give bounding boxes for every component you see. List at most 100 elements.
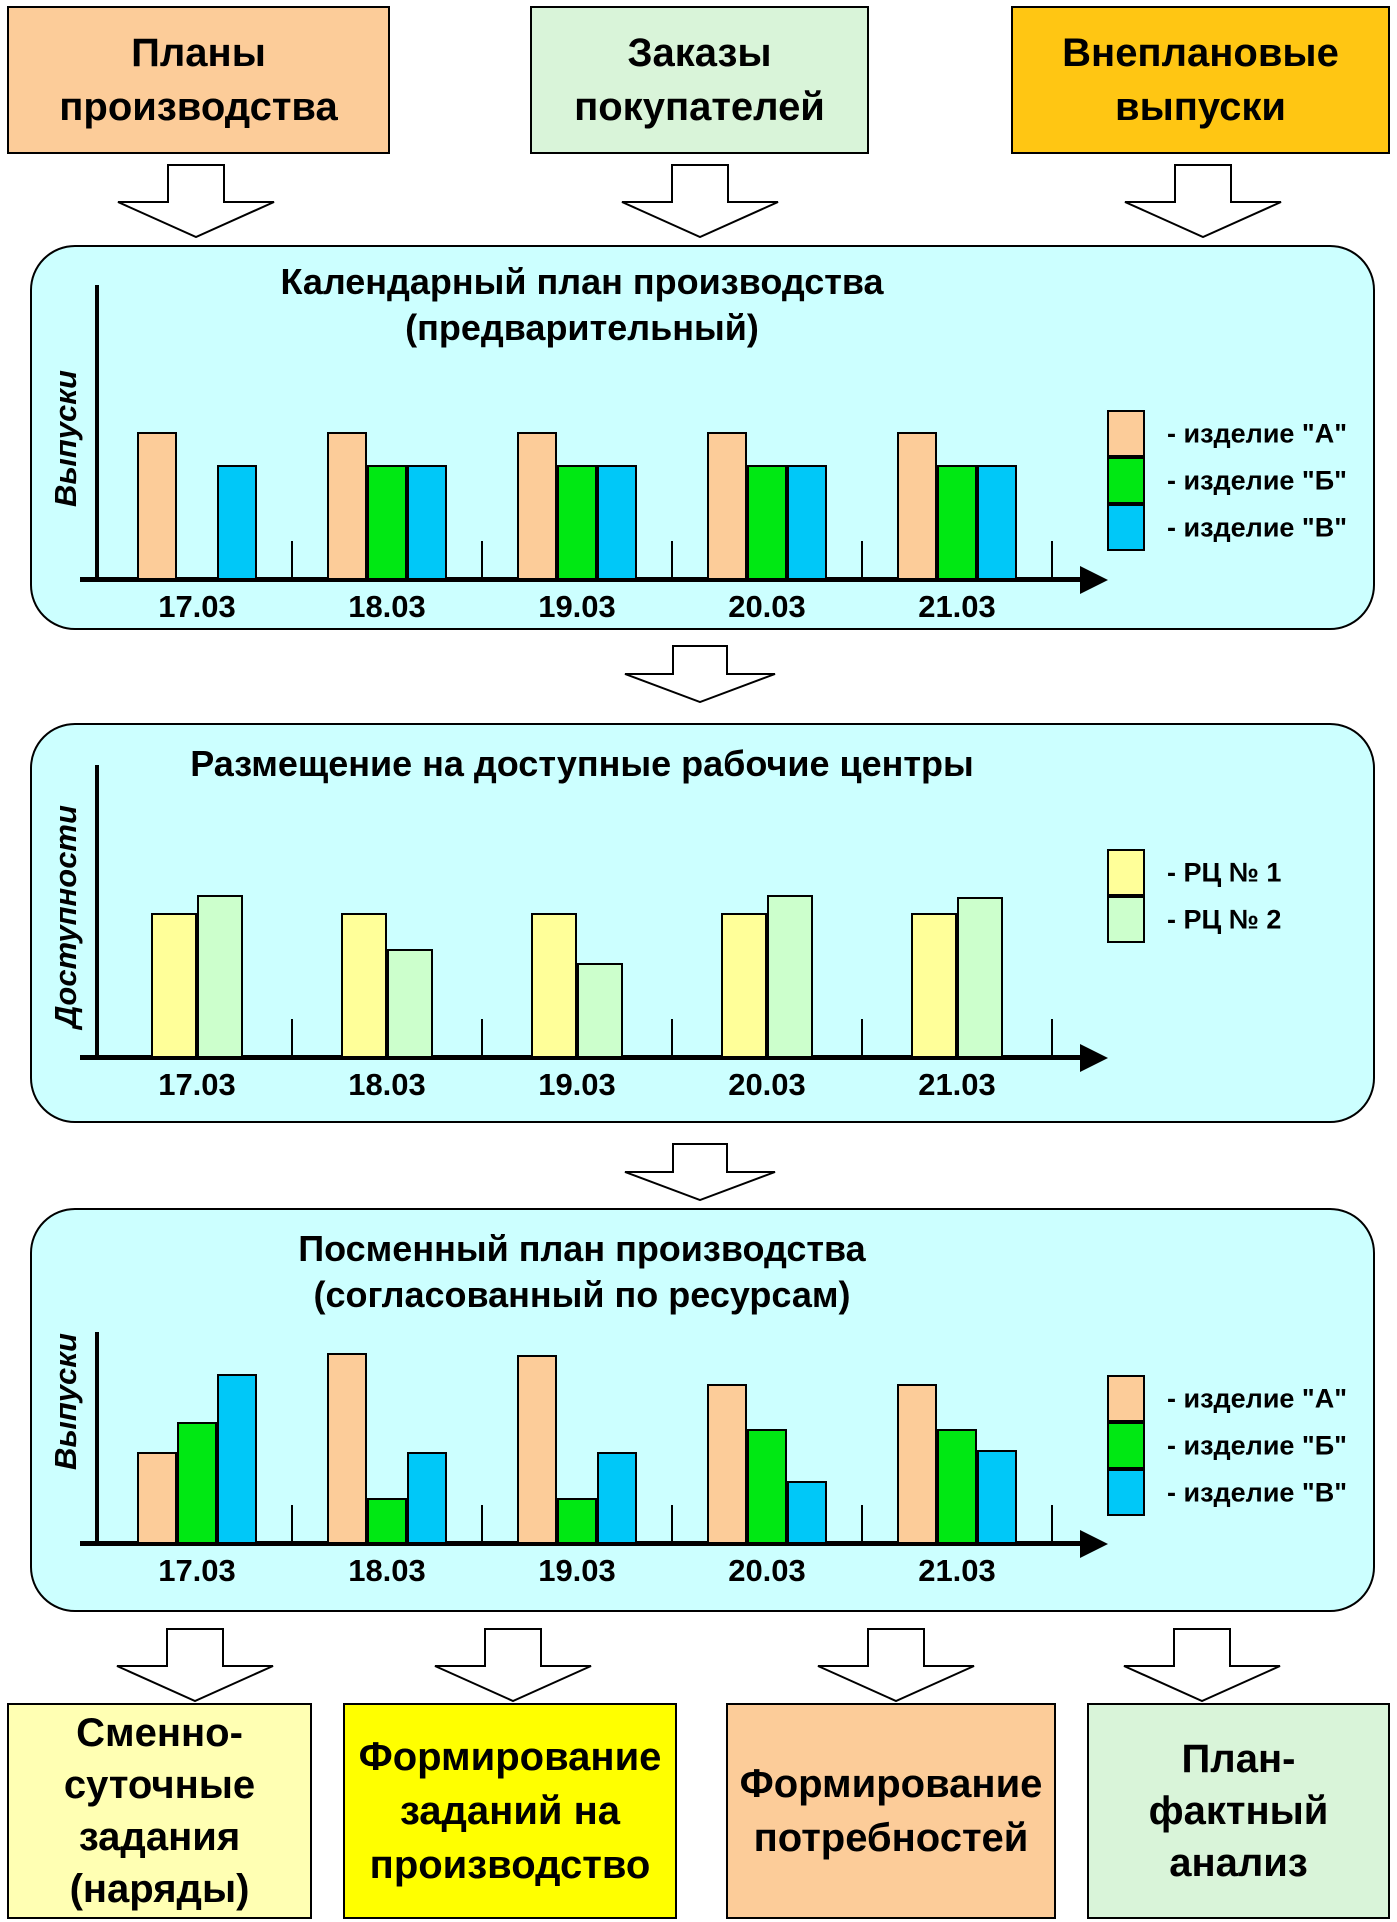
box-text-line: План- [1181, 1737, 1296, 1781]
chart-title-line: (согласованный по ресурсам) [313, 1274, 851, 1315]
box-text-line: потребностей [753, 1816, 1029, 1860]
axis-tick [671, 1505, 673, 1541]
box-text-line: Формирование [358, 1735, 662, 1779]
category-label: 19.03 [538, 589, 616, 624]
bar [707, 1384, 747, 1544]
bar [977, 1450, 1017, 1544]
bar [517, 1355, 557, 1544]
axis-tick [1051, 1505, 1053, 1541]
y-axis [95, 285, 99, 582]
legend-label: - изделие "В" [1167, 512, 1348, 543]
bar [597, 1452, 637, 1544]
axis-tick [1051, 541, 1053, 577]
axis-tick [481, 1019, 483, 1055]
legend-label: - изделие "А" [1167, 418, 1348, 449]
axis-tick [291, 1505, 293, 1541]
chart-title: Посменный план производства (согласованн… [32, 1226, 1132, 1318]
box-text-line: задания [78, 1815, 241, 1859]
legend-swatch [1107, 849, 1145, 896]
bar [977, 465, 1017, 580]
down-arrow-icon [1124, 164, 1282, 243]
category-label: 18.03 [348, 1553, 426, 1588]
box-text-line: Сменно- [76, 1711, 243, 1755]
bar [177, 1422, 217, 1544]
bar [557, 1498, 597, 1544]
category-label: 21.03 [918, 589, 996, 624]
bar [937, 1429, 977, 1544]
chart-title-line: Календарный план производства [280, 261, 884, 302]
category-label: 19.03 [538, 1067, 616, 1102]
bar [747, 1429, 787, 1544]
calendar-plan-panel: Календарный план производства (предварит… [30, 245, 1375, 630]
bar [387, 949, 433, 1058]
box-text-line: (наряды) [69, 1867, 250, 1911]
bar [911, 913, 957, 1058]
bar [597, 465, 637, 580]
bar [557, 465, 597, 580]
down-arrow-icon [621, 164, 779, 243]
axis-tick [671, 1019, 673, 1055]
output-box-production-tasks: Формирование заданий на производство [343, 1703, 677, 1919]
bar [137, 1452, 177, 1544]
legend-label: - изделие "Б" [1167, 465, 1347, 496]
box-text-line: Заказы [627, 31, 772, 75]
legend-label: - РЦ № 1 [1167, 857, 1282, 888]
output-box-requirements: Формирование потребностей [726, 1703, 1056, 1919]
legend-swatch [1107, 457, 1145, 504]
x-axis-arrowhead-icon [1080, 1044, 1108, 1072]
category-label: 20.03 [728, 1067, 806, 1102]
bar [517, 432, 557, 580]
box-text-line: производства [59, 85, 338, 129]
box-text-line: суточные [63, 1763, 256, 1807]
output-box-plan-fact-analysis: План- фактный анализ [1087, 1703, 1390, 1919]
box-text-line: анализ [1169, 1841, 1308, 1885]
bar [327, 432, 367, 580]
y-axis [95, 765, 99, 1060]
bar [327, 1353, 367, 1544]
bar [531, 913, 577, 1058]
chart-title: Размещение на доступные рабочие центры [32, 741, 1132, 787]
bar [721, 913, 767, 1058]
category-label: 18.03 [348, 589, 426, 624]
legend-label: - изделие "А" [1167, 1383, 1348, 1414]
bar [787, 465, 827, 580]
box-text-line: Внеплановые [1062, 31, 1339, 75]
chart-title-line: Размещение на доступные рабочие центры [190, 743, 974, 784]
x-axis-arrowhead-icon [1080, 1530, 1108, 1558]
category-label: 17.03 [158, 1067, 236, 1102]
work-centers-panel: Размещение на доступные рабочие центры Д… [30, 723, 1375, 1123]
legend-swatch [1107, 1469, 1145, 1516]
category-label: 21.03 [918, 1067, 996, 1102]
output-box-shift-daily-tasks: Сменно- суточные задания (наряды) [7, 1703, 312, 1919]
y-axis [95, 1332, 99, 1546]
box-text-line: покупателей [574, 85, 825, 129]
legend-label: - РЦ № 2 [1167, 904, 1282, 935]
input-box-production-plans: Планы производства [7, 6, 390, 154]
legend-swatch [1107, 1422, 1145, 1469]
x-axis-arrowhead-icon [1080, 566, 1108, 594]
bar [217, 1374, 257, 1544]
bar [747, 465, 787, 580]
box-text-line: производство [369, 1843, 651, 1887]
bar [407, 1452, 447, 1544]
down-arrow-icon [116, 1628, 274, 1707]
input-box-unplanned-releases: Внеплановые выпуски [1011, 6, 1390, 154]
bar [197, 895, 243, 1058]
chart-title: Календарный план производства (предварит… [32, 259, 1132, 351]
legend-swatch [1107, 504, 1145, 551]
box-text-line: выпуски [1114, 85, 1286, 129]
chart-title-line: (предварительный) [405, 307, 759, 348]
shift-plan-panel: Посменный план производства (согласованн… [30, 1208, 1375, 1612]
axis-tick [291, 1019, 293, 1055]
input-box-customer-orders: Заказы покупателей [530, 6, 869, 154]
down-arrow-icon [624, 1143, 776, 1206]
box-text-line: заданий на [399, 1789, 621, 1833]
bar [137, 432, 177, 580]
plot-area: 17.03 18.03 19.03 20.03 21.03 - РЦ № 1 - РЦ № … [32, 725, 1373, 1121]
category-label: 18.03 [348, 1067, 426, 1102]
box-text-line: фактный [1148, 1789, 1329, 1833]
bar [217, 465, 257, 580]
bar [707, 432, 747, 580]
legend-swatch [1107, 896, 1145, 943]
